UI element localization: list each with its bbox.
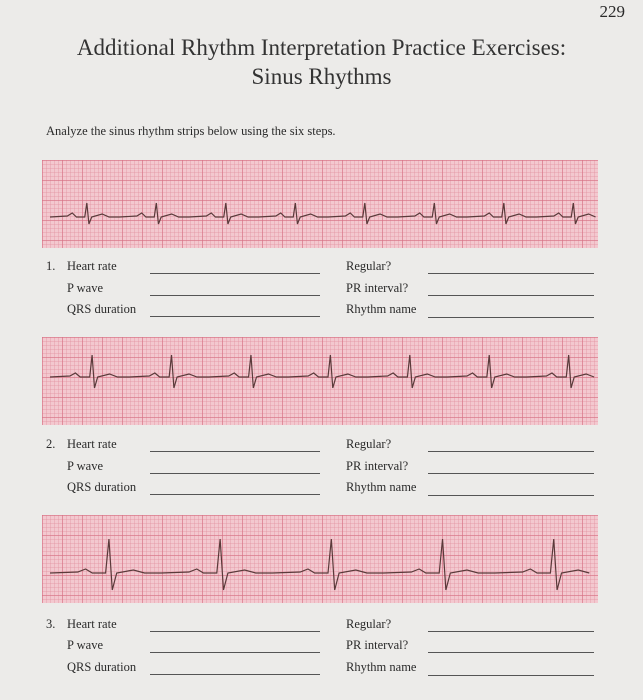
answer-row: QRS duration Rhythm name	[0, 302, 643, 318]
field-label: P wave	[67, 638, 103, 652]
field-label: Regular?	[346, 437, 392, 451]
answer-line[interactable]	[150, 494, 320, 495]
answer-line[interactable]	[150, 674, 320, 675]
exercise-number: 2.	[46, 437, 56, 451]
field-label: PR interval?	[346, 281, 409, 295]
field-label: Rhythm name	[346, 660, 417, 674]
answer-line[interactable]	[150, 316, 320, 317]
answer-row: P wave PR interval?	[0, 459, 643, 475]
answer-line[interactable]	[428, 473, 594, 474]
field-label: P wave	[67, 459, 103, 473]
title-line-2: Sinus Rhythms	[251, 64, 392, 89]
ecg-trace	[49, 538, 590, 591]
answer-line[interactable]	[428, 675, 594, 676]
answer-line[interactable]	[150, 273, 320, 274]
answer-line[interactable]	[428, 652, 594, 653]
field-label: QRS duration	[67, 660, 137, 674]
field-label: PR interval?	[346, 459, 409, 473]
answer-line[interactable]	[428, 317, 594, 318]
answer-line[interactable]	[150, 295, 320, 296]
answer-line[interactable]	[428, 451, 594, 452]
answer-row: 2. Heart rate Regular?	[0, 437, 643, 453]
exercise-number: 1.	[46, 259, 56, 273]
instructions: Analyze the sinus rhythm strips below us…	[46, 124, 336, 138]
exercise-number: 3.	[46, 617, 56, 631]
field-label: Regular?	[346, 617, 392, 631]
answer-line[interactable]	[428, 273, 594, 274]
page-number: 229	[599, 2, 626, 21]
answer-line[interactable]	[150, 473, 320, 474]
answer-row: 3. Heart rate Regular?	[0, 617, 643, 633]
answer-line[interactable]	[428, 295, 594, 296]
field-label: Rhythm name	[346, 480, 417, 494]
answer-line[interactable]	[150, 451, 320, 452]
answer-line[interactable]	[150, 631, 320, 632]
answer-row: QRS duration Rhythm name	[0, 480, 643, 496]
ecg-strip-3	[42, 515, 598, 603]
answer-row: QRS duration Rhythm name	[0, 660, 643, 676]
page-title: Additional Rhythm Interpretation Practic…	[0, 33, 643, 91]
field-label: Rhythm name	[346, 302, 417, 316]
ecg-strip-2	[42, 337, 598, 425]
field-label: QRS duration	[67, 480, 137, 494]
title-line-1: Additional Rhythm Interpretation Practic…	[76, 35, 567, 60]
field-label: Heart rate	[67, 259, 117, 273]
answer-line[interactable]	[150, 652, 320, 653]
field-label: Heart rate	[67, 437, 117, 451]
field-label: P wave	[67, 281, 103, 295]
answer-row: 1. Heart rate Regular?	[0, 259, 643, 275]
field-label: Regular?	[346, 259, 392, 273]
answer-line[interactable]	[428, 631, 594, 632]
field-label: PR interval?	[346, 638, 409, 652]
field-label: QRS duration	[67, 302, 137, 316]
answer-row: P wave PR interval?	[0, 281, 643, 297]
answer-line[interactable]	[428, 495, 594, 496]
answer-row: P wave PR interval?	[0, 638, 643, 654]
ecg-trace	[49, 354, 595, 389]
ecg-strip-1	[42, 160, 598, 248]
field-label: Heart rate	[67, 617, 117, 631]
ecg-trace	[49, 202, 596, 225]
